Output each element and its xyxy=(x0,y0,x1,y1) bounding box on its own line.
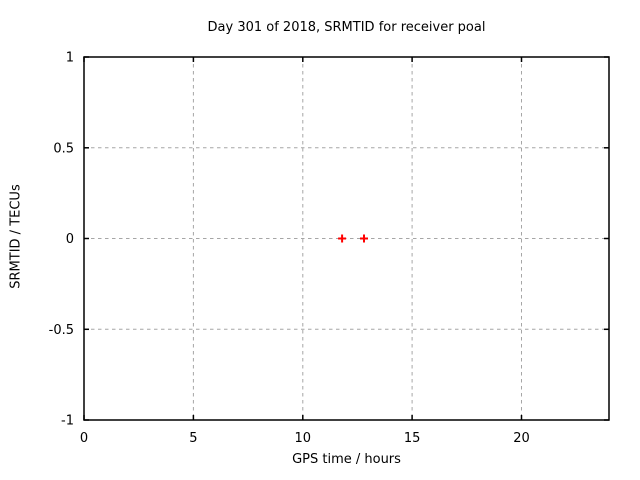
x-tick-label: 5 xyxy=(189,431,197,446)
y-tick-label: 0 xyxy=(66,232,74,247)
y-tick-label: 0.5 xyxy=(53,141,74,156)
plot-border xyxy=(83,56,610,421)
y-axis-label: SRMTID / TECUs xyxy=(8,184,24,289)
y-tick-label: -1 xyxy=(61,414,74,429)
x-tick-label: 20 xyxy=(513,431,530,446)
x-tick-label: 0 xyxy=(80,431,88,446)
y-tick-label: -0.5 xyxy=(49,323,74,338)
data-point-plus-marker xyxy=(360,234,368,243)
chart-title: Day 301 of 2018, SRMTID for receiver poa… xyxy=(207,20,486,35)
y-tick-label: 1 xyxy=(66,51,74,66)
x-axis-label: GPS time / hours xyxy=(292,452,401,467)
x-tick-label: 15 xyxy=(404,431,421,446)
data-point-plus-marker xyxy=(338,234,347,243)
x-tick-label: 10 xyxy=(295,431,312,446)
